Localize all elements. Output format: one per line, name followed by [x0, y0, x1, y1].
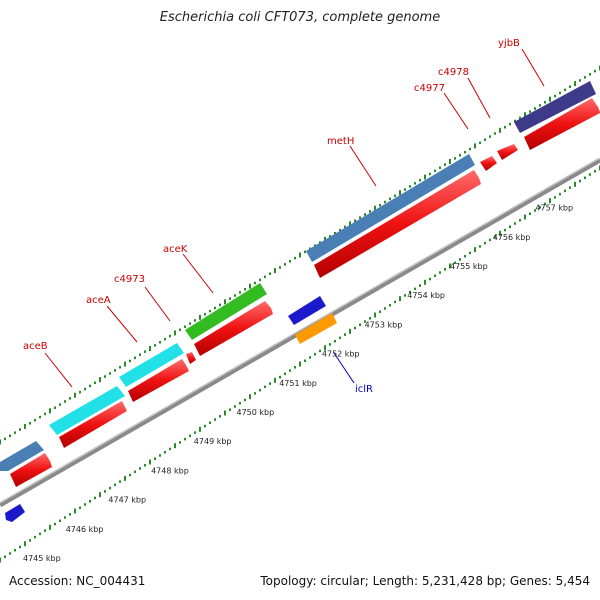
gene-feature-blue-left[interactable]: [5, 504, 25, 522]
cds-feature-c4978[interactable]: [497, 144, 518, 160]
gene-label-aceA[interactable]: aceA: [86, 295, 111, 306]
cds-feature-3[interactable]: [128, 359, 189, 402]
gene-label-aceB[interactable]: aceB: [23, 341, 48, 352]
scale-label: 4747 kbp: [108, 496, 146, 505]
gene-feature-steelblue-left[interactable]: [0, 441, 44, 471]
gene-label-group: aceB aceA c4973 aceK metH c4977 c4978 yj…: [23, 38, 520, 395]
scale-label: 4752 kbp: [322, 350, 360, 359]
gene-feature-iclR[interactable]: [295, 313, 337, 344]
cds-feature-6[interactable]: [314, 170, 481, 278]
scale-label: 4749 kbp: [194, 437, 232, 446]
scale-label: 4745 kbp: [23, 554, 61, 563]
gene-label-iclR[interactable]: iclR: [355, 384, 373, 395]
gene-feature-aceK[interactable]: [185, 283, 267, 340]
forward-gene-track: [0, 81, 596, 471]
cds-feature-4[interactable]: [186, 352, 196, 364]
cds-track: [10, 98, 600, 487]
reverse-gene-track: [5, 296, 337, 522]
label-leaders: [44, 48, 545, 388]
genome-summary-text: Topology: circular; Length: 5,231,428 bp…: [260, 574, 590, 588]
gene-label-c4973[interactable]: c4973: [114, 274, 145, 285]
forward-tick-row: [0, 65, 600, 445]
scale-label: 4750 kbp: [237, 408, 275, 417]
gene-label-c4978[interactable]: c4978: [438, 67, 469, 78]
gene-feature-yjbB[interactable]: [514, 81, 596, 133]
scale-label: 4753 kbp: [365, 320, 403, 329]
gene-feature-aceB[interactable]: [49, 386, 125, 435]
scale-tick-row: [0, 165, 600, 563]
cds-feature-yjbB[interactable]: [524, 98, 600, 150]
scale-label-group: 4745 kbp 4746 kbp 4747 kbp 4748 kbp 4749 kbp…: [23, 204, 573, 563]
scale-label: 4746 kbp: [66, 525, 104, 534]
gene-label-metH[interactable]: metH: [327, 136, 354, 147]
cds-feature-5[interactable]: [194, 301, 273, 356]
gene-label-c4977[interactable]: c4977: [414, 83, 445, 94]
cds-feature-2[interactable]: [59, 401, 127, 448]
scale-label: 4754 kbp: [407, 291, 445, 300]
scale-label: 4757 kbp: [535, 204, 573, 213]
scale-label: 4756 kbp: [493, 233, 531, 242]
gene-feature-blue[interactable]: [288, 296, 326, 325]
gene-label-yjbB[interactable]: yjbB: [498, 38, 520, 49]
gene-feature-aceA[interactable]: [119, 343, 184, 387]
gene-label-aceK[interactable]: aceK: [163, 244, 188, 255]
gene-feature-metH[interactable]: [306, 154, 475, 262]
scale-label: 4751 kbp: [279, 379, 317, 388]
scale-label: 4755 kbp: [450, 262, 488, 271]
map-title: Escherichia coli CFT073, complete genome: [159, 10, 441, 25]
accession-text: Accession: NC_004431: [9, 574, 146, 588]
cds-feature-c4977[interactable]: [480, 156, 497, 171]
scale-label: 4748 kbp: [151, 466, 189, 475]
cds-feature-1[interactable]: [10, 453, 52, 487]
